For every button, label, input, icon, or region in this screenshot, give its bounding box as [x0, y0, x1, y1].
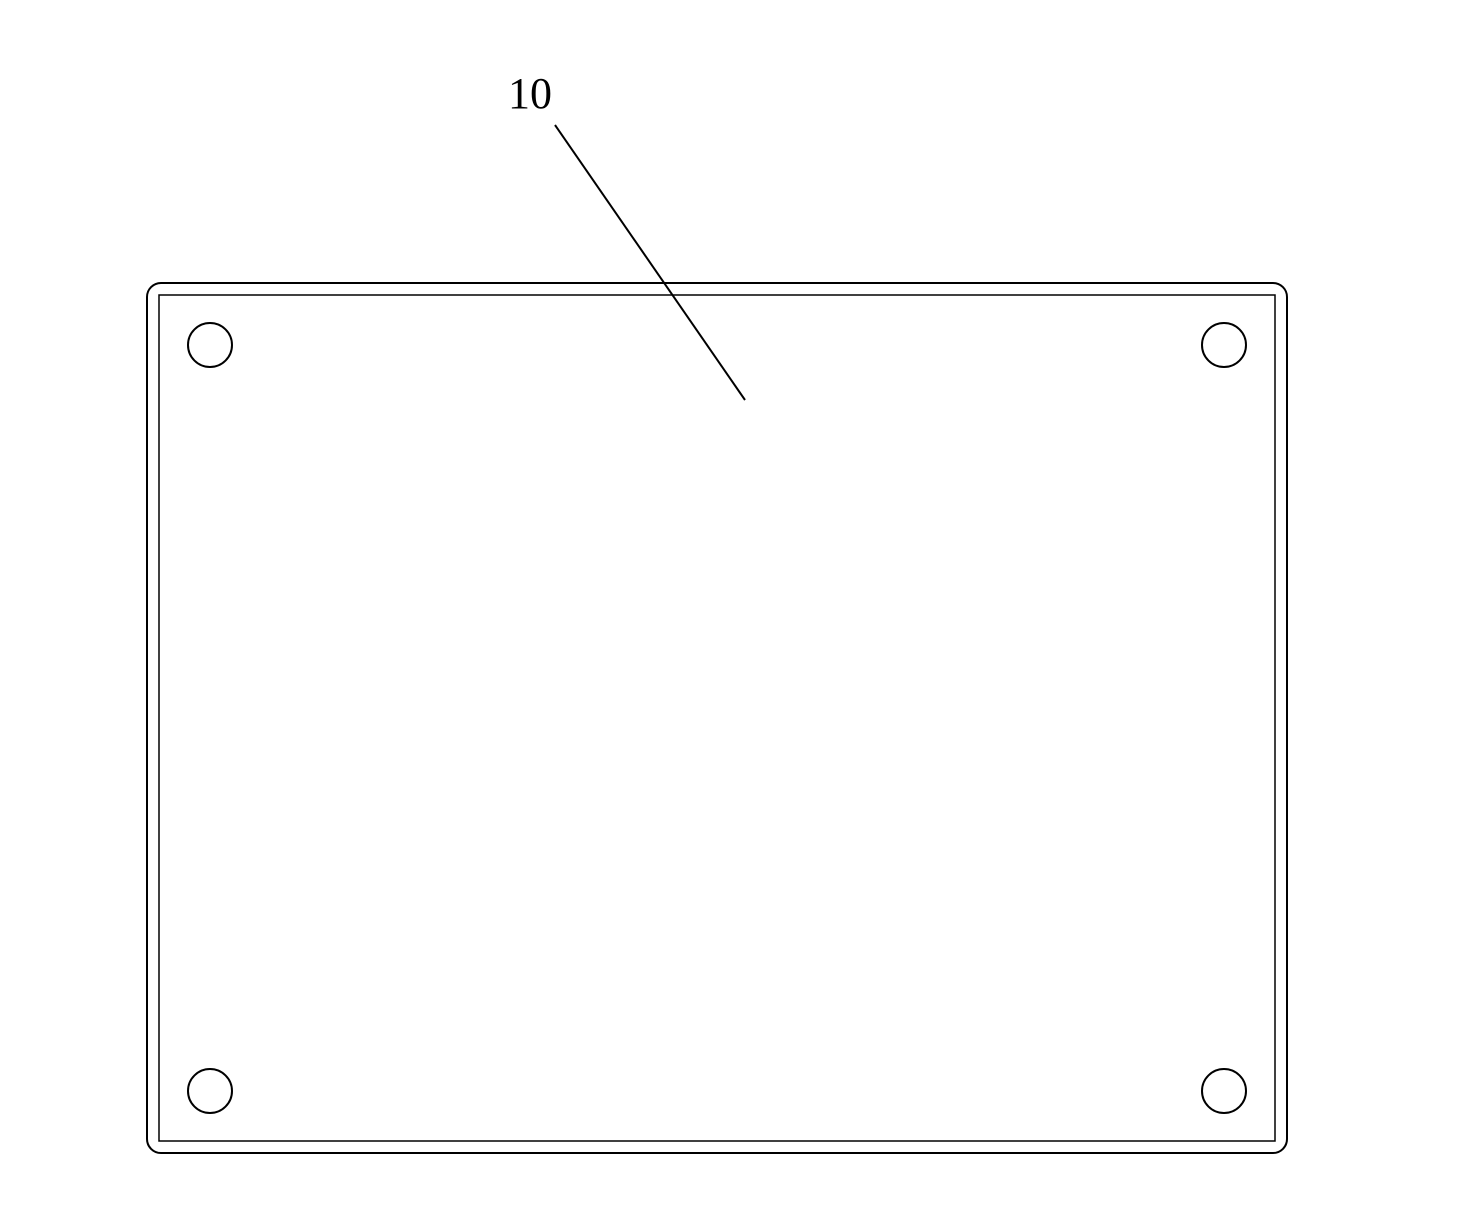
- hole-bottom-right: [1202, 1069, 1246, 1113]
- hole-top-left: [188, 323, 232, 367]
- plate-outer-rect: [147, 283, 1287, 1153]
- leader-line: [555, 125, 745, 400]
- hole-bottom-left: [188, 1069, 232, 1113]
- technical-diagram: 10: [0, 0, 1459, 1218]
- plate-inner-rect: [159, 295, 1275, 1141]
- hole-top-right: [1202, 323, 1246, 367]
- diagram-svg: [0, 0, 1459, 1218]
- reference-label: 10: [508, 68, 552, 119]
